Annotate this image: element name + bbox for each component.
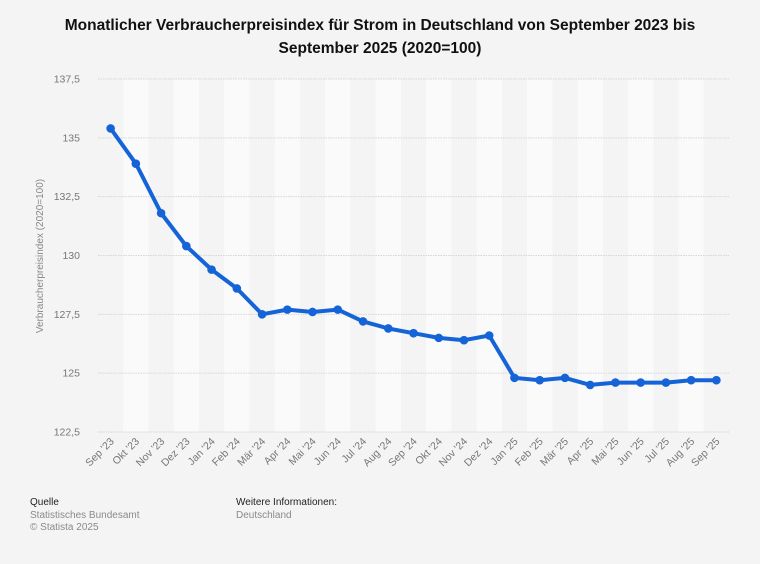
source-text: Statistisches Bundesamt [30,509,140,521]
y-tick-label: 130 [62,250,80,262]
y-tick-label: 127,5 [54,309,80,321]
data-point[interactable] [156,208,166,218]
data-point[interactable] [232,284,242,293]
data-point[interactable] [661,378,671,387]
x-tick-label: Dez '23 [159,436,193,470]
data-point[interactable] [257,310,267,319]
data-point[interactable] [182,241,191,251]
copyright-text: © Statista 2025 [30,522,99,533]
y-axis-label: Verbraucherpreisindex (2020=100) [35,179,46,333]
data-point[interactable] [409,328,418,338]
data-point[interactable] [535,375,544,385]
source-block: Quelle Statistisches Bundesamt © Statist… [30,497,140,535]
data-point[interactable] [383,324,393,333]
data-point[interactable] [308,307,317,317]
x-tick-label: Jun '25 [615,436,647,468]
chart-title: Monatlicher Verbraucherpreisindex für St… [64,17,696,57]
source-heading: Quelle [30,497,59,508]
x-tick-label: Mär '24 [235,436,268,469]
data-point[interactable] [611,378,620,387]
data-point[interactable] [434,333,444,343]
data-point[interactable] [106,124,115,133]
data-point[interactable] [686,375,696,385]
data-point[interactable] [358,317,368,326]
data-point[interactable] [333,305,343,314]
y-tick-label: 132,5 [54,191,80,203]
series-line [108,126,719,387]
y-tick-label: 137,5 [54,74,80,86]
x-tick-label: Mär '25 [538,436,571,469]
data-point[interactable] [484,331,494,340]
data-point[interactable] [560,373,570,383]
data-point[interactable] [510,373,519,383]
data-point[interactable] [459,335,469,345]
x-tick-label: Sep '24 [386,436,420,470]
y-axis-ticks: 122,5 125 127,5 130 132,5 135 137,5 [54,74,80,439]
data-point[interactable] [207,265,216,274]
y-tick-label: 125 [62,368,80,380]
info-text: Deutschland [236,509,292,521]
x-tick-label: Mai '25 [589,436,621,468]
data-point[interactable] [585,380,595,390]
data-points [106,124,721,390]
data-point[interactable] [636,378,645,387]
x-tick-label: Sep '23 [83,436,117,470]
x-tick-label: Jun '24 [312,436,344,468]
x-tick-label: Sep '25 [689,436,723,470]
y-tick-label: 122,5 [54,427,80,439]
info-heading: Weitere Informationen: [236,497,337,508]
data-point[interactable] [712,375,721,385]
info-block: Weitere Informationen: Deutschland [236,497,337,522]
data-point[interactable] [283,305,292,314]
gridlines [98,78,729,433]
x-tick-label: Mai '24 [286,436,318,468]
data-point[interactable] [131,159,141,169]
y-tick-label: 135 [62,132,80,144]
x-tick-label: Dez '24 [462,436,496,470]
